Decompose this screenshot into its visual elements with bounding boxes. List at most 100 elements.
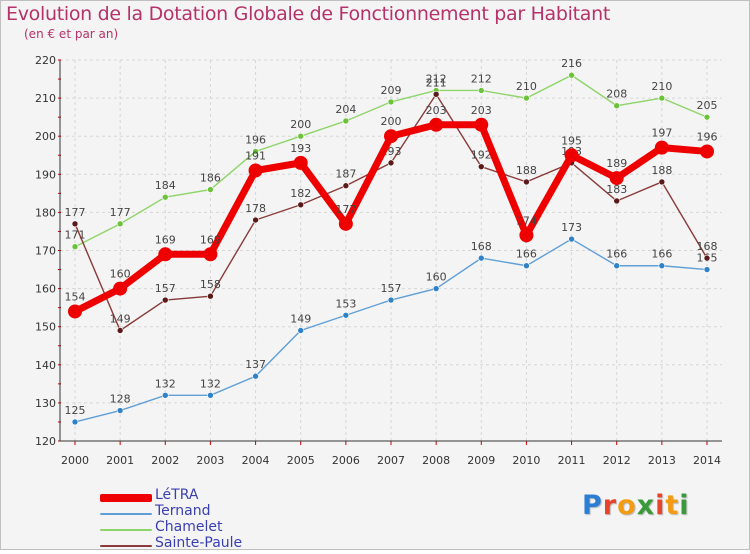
data-label: 188 xyxy=(516,164,537,177)
data-label: 137 xyxy=(245,358,266,371)
data-point xyxy=(252,372,259,380)
data-label: 157 xyxy=(155,282,176,295)
data-point xyxy=(477,87,485,94)
data-label: 168 xyxy=(697,240,718,253)
data-point xyxy=(658,262,666,270)
data-label: 193 xyxy=(290,142,311,155)
data-point xyxy=(116,220,124,228)
data-label: 160 xyxy=(110,268,131,281)
data-label: 208 xyxy=(606,88,627,101)
data-point xyxy=(116,327,124,334)
logo-letter: P xyxy=(582,490,603,521)
data-point xyxy=(387,296,395,304)
y-tick-label: 170 xyxy=(35,245,56,258)
data-label: 203 xyxy=(471,104,492,117)
data-label: 182 xyxy=(290,187,311,200)
x-tick-label: 2014 xyxy=(693,454,721,467)
data-label: 132 xyxy=(200,377,221,390)
data-label: 186 xyxy=(200,172,221,185)
y-tick-label: 130 xyxy=(35,397,56,410)
data-point xyxy=(658,178,666,186)
data-label: 168 xyxy=(471,240,492,253)
data-point xyxy=(609,171,624,186)
data-label: 157 xyxy=(381,282,402,295)
data-label: 153 xyxy=(335,297,356,310)
x-tick-label: 2013 xyxy=(648,454,676,467)
data-label: 216 xyxy=(561,57,582,70)
data-label: 178 xyxy=(245,202,266,215)
data-label: 187 xyxy=(335,168,356,181)
data-point xyxy=(523,94,530,102)
logo-letter: i xyxy=(679,490,690,521)
data-point xyxy=(161,193,169,201)
data-point xyxy=(477,163,485,170)
data-point xyxy=(523,262,530,270)
data-label: 212 xyxy=(471,72,492,85)
data-point xyxy=(387,98,395,106)
data-point xyxy=(613,262,621,270)
data-point xyxy=(568,235,575,243)
data-point xyxy=(519,228,534,243)
logo-letter: t xyxy=(665,490,680,521)
data-point xyxy=(429,117,444,132)
data-label: 149 xyxy=(110,313,131,326)
data-label: 128 xyxy=(110,393,131,406)
y-tick-label: 150 xyxy=(35,321,56,334)
data-label: 166 xyxy=(516,248,537,261)
x-tick-label: 2012 xyxy=(603,454,631,467)
data-point xyxy=(207,186,214,193)
line-chart: 120 130 140 150 160 170 180 190 200 210 220 2000 200… xyxy=(35,54,722,467)
data-point xyxy=(658,94,666,102)
data-point xyxy=(71,418,79,426)
legend-label: Sainte-Paule xyxy=(155,535,243,551)
data-label: 195 xyxy=(561,134,582,147)
x-tick-label: 2001 xyxy=(106,454,134,467)
data-point xyxy=(568,71,575,79)
legend-swatch xyxy=(100,545,152,547)
proxiti-logo: Proxiti xyxy=(582,490,690,521)
data-label: 191 xyxy=(245,149,266,162)
y-tick-label: 220 xyxy=(35,54,56,67)
data-point xyxy=(564,148,579,163)
y-tick-label: 120 xyxy=(35,435,56,448)
x-tick-label: 2002 xyxy=(151,454,179,467)
data-label: 184 xyxy=(155,179,176,192)
data-point xyxy=(338,216,353,231)
data-point xyxy=(161,391,169,399)
data-label: 192 xyxy=(471,149,492,162)
y-tick-label: 160 xyxy=(35,283,56,296)
x-tick-label: 2000 xyxy=(61,454,89,467)
data-point xyxy=(613,197,621,205)
data-point xyxy=(613,102,621,110)
data-label: 188 xyxy=(651,164,672,177)
data-point xyxy=(474,117,489,132)
data-point xyxy=(432,90,440,98)
data-label: 205 xyxy=(697,99,718,112)
legend-label: Chamelet xyxy=(155,519,223,535)
data-label: 173 xyxy=(561,221,582,234)
data-label: 166 xyxy=(651,248,672,261)
data-label: 203 xyxy=(426,104,447,117)
data-label: 183 xyxy=(606,183,627,196)
data-point xyxy=(71,243,79,250)
data-label: 212 xyxy=(426,72,447,85)
x-tick-label: 2009 xyxy=(467,454,495,467)
data-point xyxy=(203,247,218,262)
data-label: 210 xyxy=(651,80,672,93)
data-point xyxy=(384,129,398,144)
data-label: 196 xyxy=(697,130,718,143)
data-label: 211 xyxy=(426,76,447,89)
data-label: 171 xyxy=(65,229,86,242)
data-point xyxy=(297,327,305,334)
data-point xyxy=(654,140,669,155)
x-tick-label: 2004 xyxy=(242,454,270,467)
data-label: 169 xyxy=(155,233,176,246)
legend-swatch xyxy=(100,529,152,531)
x-tick-label: 2011 xyxy=(558,454,586,467)
data-label: 196 xyxy=(245,133,266,146)
data-label: 158 xyxy=(200,278,221,291)
logo-letter: i xyxy=(655,490,666,521)
data-point xyxy=(71,220,79,228)
legend-swatch xyxy=(100,494,152,502)
data-point xyxy=(207,391,214,399)
